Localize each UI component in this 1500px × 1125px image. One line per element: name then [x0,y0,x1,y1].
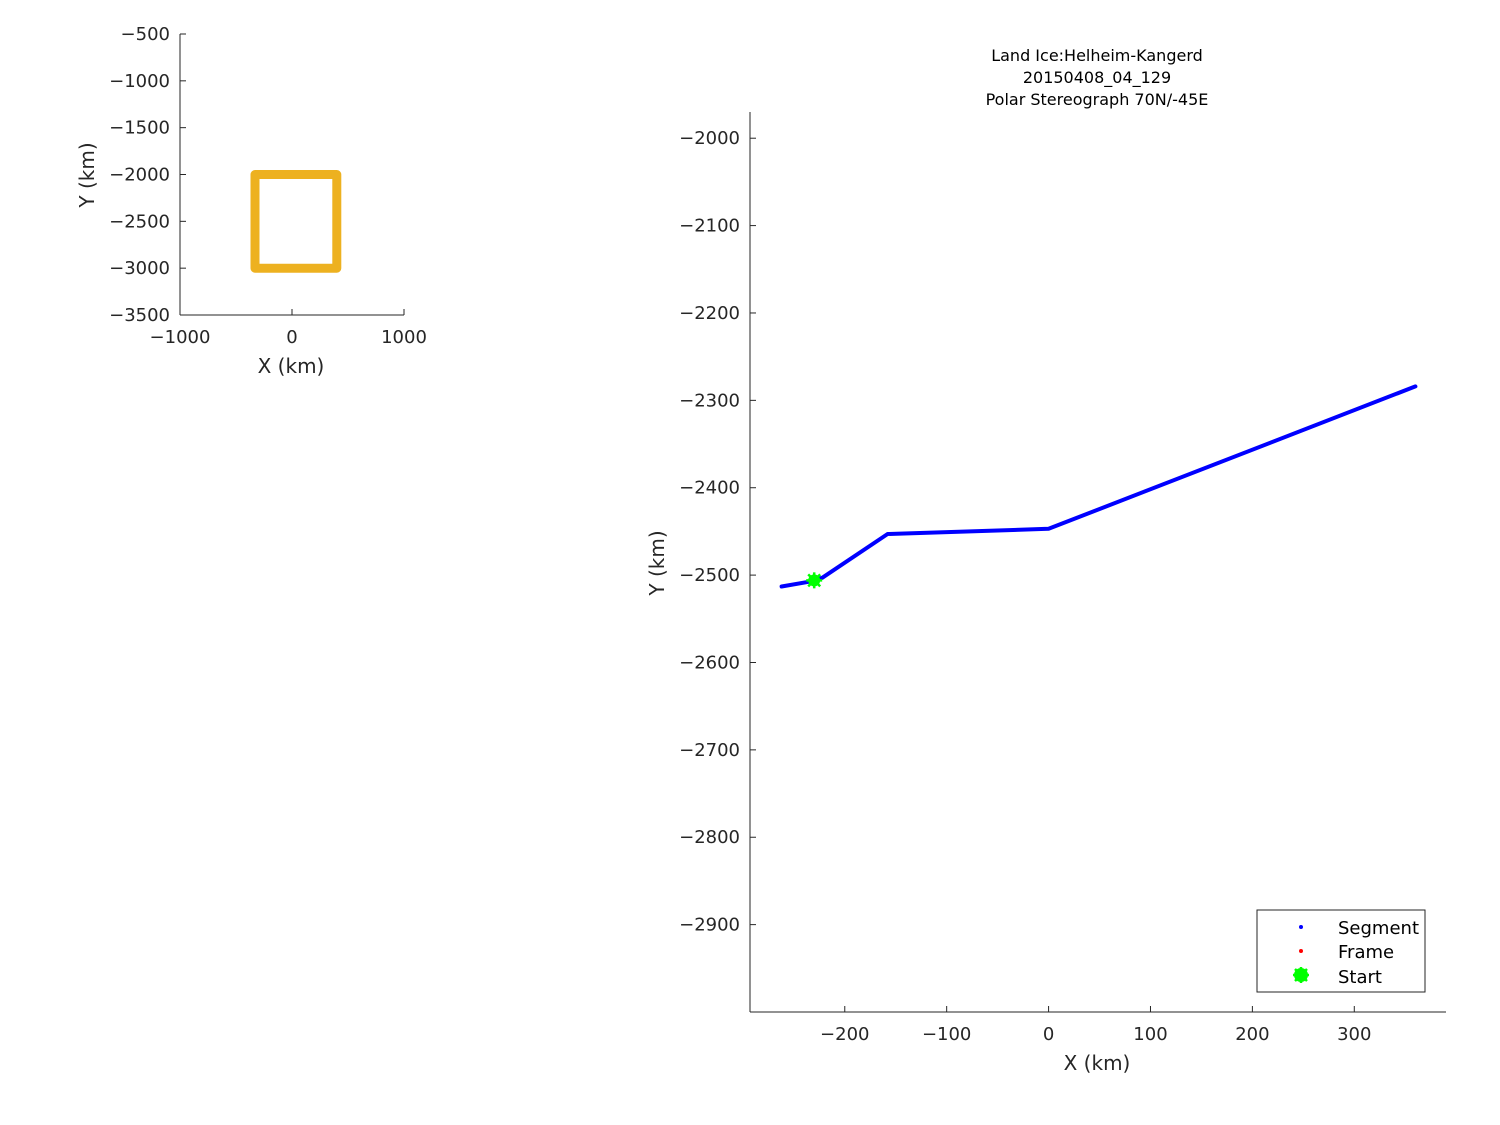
detail-x-tick-label: 0 [1043,1024,1054,1045]
detail-y-tick-label: −2000 [679,128,740,149]
detail-series-line-0 [779,384,1418,589]
detail-y-tick-label: −2800 [679,827,740,848]
overview-plot-area [250,170,342,273]
overview-x-axis-label: X (km) [258,354,325,378]
chart-title-line-2: 20150408_04_129 [1023,68,1171,88]
detail-x-tick-label: 100 [1133,1024,1167,1045]
overview-axes: −1000 0 1000 −3500 −3000 −2500 −2000 −1500 −100… [75,24,427,378]
overview-x-ticks: −1000 0 1000 [150,309,427,348]
detail-plot-area [779,384,1418,589]
legend-frame-label: Frame [1338,942,1394,963]
chart-title-line-1: Land Ice:Helheim-Kangerd [991,46,1203,65]
overview-y-tick-label: −500 [121,24,170,45]
detail-x-tick-label: 300 [1337,1024,1371,1045]
detail-y-tick-label: −2900 [679,915,740,936]
detail-y-tick-label: −2700 [679,740,740,761]
legend-box [1256,909,1426,993]
legend-frame-marker [1299,949,1303,953]
overview-x-tick-label: −1000 [150,327,211,348]
overview-y-ticks: −3500 −3000 −2500 −2000 −1500 −1000 −500 [109,24,186,326]
detail-y-tick-label: −2500 [679,565,740,586]
detail-y-tick-label: −2300 [679,390,740,411]
legend-segment-label: Segment [1338,918,1419,939]
detail-x-tick-label: 200 [1235,1024,1269,1045]
overview-x-tick-label: 0 [286,327,297,348]
overview-y-tick-label: −3500 [109,305,170,326]
legend-start-label: Start [1338,967,1382,988]
legend-start-marker [1293,967,1309,983]
overview-y-tick-label: −1000 [109,71,170,92]
detail-x-tick-label: −100 [922,1024,971,1045]
start-point-marker [806,572,823,589]
detail-axis-lines [749,112,1446,1013]
detail-y-tick-label: −2400 [679,478,740,499]
detail-axes: Land Ice:Helheim-Kangerd 20150408_04_129… [645,46,1446,1075]
detail-y-tick-label: −2100 [679,216,740,237]
detail-x-tick-label: −200 [820,1024,869,1045]
detail-y-tick-label: −2200 [679,303,740,324]
detail-x-axis-label: X (km) [1064,1051,1131,1075]
overview-y-tick-label: −3000 [109,258,170,279]
overview-x-tick-label: 1000 [381,327,427,348]
overview-y-tick-label: −2500 [109,211,170,232]
overview-y-tick-label: −1500 [109,118,170,139]
chart-title-line-3: Polar Stereograph 70N/-45E [986,90,1209,109]
legend-segment-marker [1299,925,1303,929]
detail-x-ticks: −200 −100 0 100 200 300 [820,1006,1371,1045]
overview-y-axis-label: Y (km) [75,142,99,208]
detail-y-axis-label: Y (km) [645,530,669,596]
overview-y-tick-label: −2000 [109,165,170,186]
overview-series-line-0 [250,170,342,273]
detail-y-tick-label: −2600 [679,652,740,673]
legend: Segment Frame Start [1256,909,1426,993]
detail-y-ticks: −2900 −2800 −2700 −2600 −2500 −2400 −2300 −2200… [679,128,756,936]
